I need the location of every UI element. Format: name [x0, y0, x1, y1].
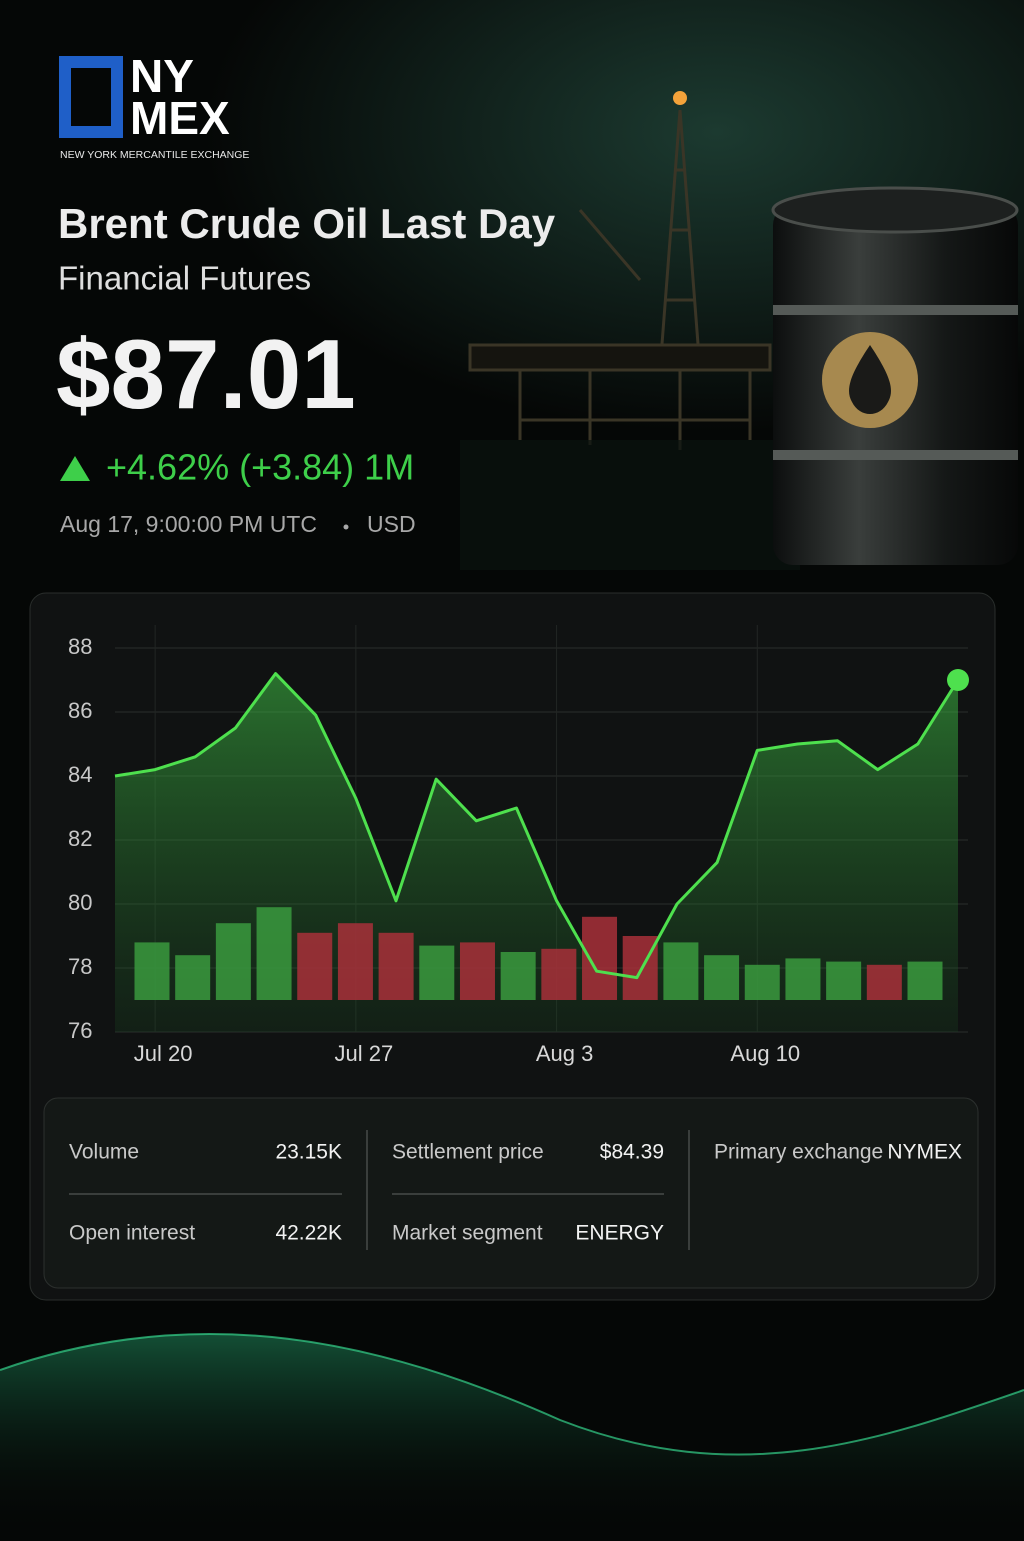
stat-value: 23.15K — [275, 1141, 342, 1164]
stats: Volume 23.15K Open interest 42.22K Settlemen… — [69, 1130, 962, 1250]
oil-rig — [468, 91, 772, 450]
stat-value: NYMEX — [887, 1141, 962, 1164]
currency: USD — [367, 511, 416, 537]
stat-value: ENERGY — [575, 1222, 664, 1245]
timestamp: Aug 17, 9:00:00 PM UTC — [60, 511, 317, 537]
y-tick-label: 80 — [68, 890, 92, 915]
volume-bar — [175, 955, 211, 1000]
volume-bar — [378, 932, 414, 1000]
x-tick-label: Aug 10 — [730, 1041, 800, 1066]
stat-label: Volume — [69, 1141, 139, 1164]
volume-bar — [785, 958, 821, 1000]
y-tick-label: 88 — [68, 634, 92, 659]
stat-value: $84.39 — [600, 1141, 664, 1164]
volume-bar — [337, 923, 373, 1000]
y-tick-label: 82 — [68, 826, 92, 851]
sea — [460, 440, 800, 570]
up-arrow — [60, 456, 90, 481]
volume-bar — [826, 961, 862, 1000]
volume-bar — [704, 955, 740, 1000]
price: $87.01 — [56, 319, 356, 429]
separator-dot — [343, 524, 349, 530]
plot: 76 78 80 82 84 86 88 Jul 20 Jul 27 Aug 3 Aug 10 — [68, 625, 969, 1066]
volume-bar — [622, 936, 658, 1000]
stat-label: Primary exchange — [714, 1141, 883, 1164]
decor-wave-line — [0, 1332, 1024, 1456]
last-point — [947, 669, 969, 691]
stat-value: 42.22K — [275, 1222, 342, 1245]
y-tick-label: 84 — [68, 762, 92, 787]
volume-bar — [500, 952, 536, 1000]
x-tick-label: Aug 3 — [536, 1041, 594, 1066]
price-line — [114, 672, 960, 980]
price-change: +4.62% (+3.84) 1M — [106, 447, 414, 488]
title: Brent Crude Oil Last Day — [58, 200, 556, 247]
logo-bottom: MEX — [130, 92, 230, 144]
x-tick-label: Jul 20 — [134, 1041, 193, 1066]
decor-wave — [0, 1333, 1024, 1536]
volume-bar — [134, 942, 170, 1000]
volume-bar — [744, 964, 780, 1000]
volume-bar — [866, 964, 902, 1000]
oil-barrel — [771, 186, 1019, 565]
volume-bar — [907, 961, 943, 1000]
volume-bar — [663, 942, 699, 1000]
y-tick-label: 86 — [68, 698, 92, 723]
y-tick-label: 76 — [68, 1018, 92, 1043]
volume-bar — [419, 945, 455, 1000]
subtitle: Financial Futures — [58, 260, 311, 297]
logo: NY MEX NEW YORK MERCANTILE EXCHANGE — [59, 50, 249, 161]
stat-label: Market segment — [392, 1222, 543, 1245]
volume-bar — [256, 907, 292, 1000]
logo-tagline: NEW YORK MERCANTILE EXCHANGE — [60, 149, 249, 161]
logo-top: NY — [130, 50, 194, 102]
x-tick-label: Jul 27 — [334, 1041, 393, 1066]
volume-bar — [297, 932, 333, 1000]
y-tick-label: 78 — [68, 954, 92, 979]
volume-bar — [541, 948, 577, 1000]
stat-label: Settlement price — [392, 1141, 544, 1164]
volume-bar — [215, 923, 251, 1000]
stat-label: Open interest — [69, 1222, 195, 1245]
logo-mark — [59, 56, 123, 138]
volume-bar — [582, 916, 618, 1000]
volume-bar — [459, 942, 495, 1000]
